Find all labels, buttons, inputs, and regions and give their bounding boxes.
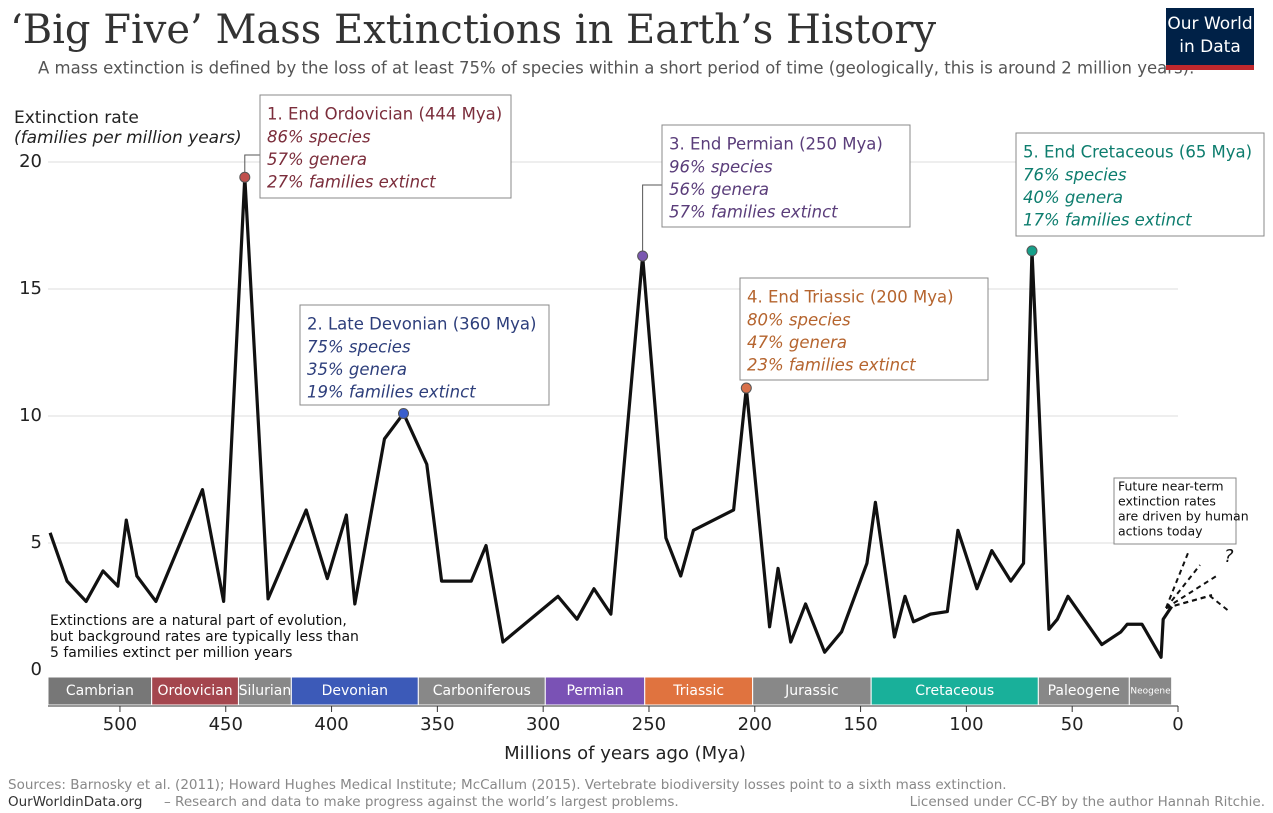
annotation-title: 5. End Cretaceous (65 Mya) [1023, 143, 1252, 162]
note-future: actions today [1118, 524, 1203, 539]
period-label: Neogene [1130, 687, 1171, 697]
annotation-title: 3. End Permian (250 Mya) [669, 135, 883, 154]
sources: Sources: Barnosky et al. (2011); Howard … [8, 777, 1007, 793]
annotation-line: 96% species [669, 158, 773, 177]
annotation-line: 76% species [1023, 166, 1127, 185]
logo-strip [1166, 65, 1254, 70]
y-tick-label: 15 [19, 278, 42, 299]
y-axis-label: Extinction rate [14, 108, 139, 128]
logo-box [1166, 8, 1254, 70]
x-tick-label: 100 [949, 714, 983, 735]
annotation-box [739, 277, 989, 381]
period-band [47, 676, 153, 706]
annotation-line: 86% species [267, 128, 371, 147]
period-label: Cretaceous [915, 683, 994, 699]
future-mark: ? [1224, 546, 1234, 567]
annotation-line: 17% families extinct [1023, 211, 1192, 230]
period-label: Devonian [322, 683, 388, 699]
annotation-line: 75% species [307, 338, 411, 357]
y-tick-label: 5 [31, 532, 42, 553]
annotation-line: 57% genera [267, 150, 367, 169]
period-label: Paleogene [1048, 683, 1120, 699]
annotation-line: 19% families extinct [307, 383, 476, 402]
x-tick-label: 200 [738, 714, 772, 735]
x-tick-label: 250 [632, 714, 666, 735]
chart-title: ‘Big Five’ Mass Extinctions in Earth’s H… [10, 7, 936, 53]
period-band [644, 676, 754, 706]
note-future-box [1113, 477, 1237, 545]
annotation-title: 1. End Ordovician (444 Mya) [267, 105, 502, 124]
annotation-title: 4. End Triassic (200 Mya) [747, 288, 954, 307]
period-label: Cambrian [66, 683, 134, 699]
period-label: Triassic [672, 683, 724, 699]
annotation-box [1015, 132, 1265, 237]
period-label: Silurian [239, 683, 292, 699]
note-future: Future near-term [1118, 479, 1224, 494]
note-background: Extinctions are a natural part of evolut… [50, 613, 347, 629]
note-future: are driven by human [1118, 509, 1249, 524]
x-tick-label: 150 [843, 714, 877, 735]
data-line [48, 175, 1173, 659]
annotation-line: 23% families extinct [747, 356, 916, 375]
footer-text: – Research and data to make progress aga… [164, 794, 679, 810]
leader-line [642, 184, 662, 256]
period-band [870, 676, 1039, 706]
annotation-title: 2. Late Devonian (360 Mya) [307, 315, 536, 334]
note-background: but background rates are typically less … [50, 629, 359, 645]
annotation-line: 47% genera [747, 333, 847, 352]
y-tick-label: 20 [19, 151, 42, 172]
x-tick-label: 450 [209, 714, 243, 735]
annotation-line: 27% families extinct [267, 173, 436, 192]
period-label: Carboniferous [433, 683, 531, 699]
note-background: 5 families extinct per million years [50, 645, 292, 661]
annotation-box [299, 304, 550, 406]
period-band [1128, 676, 1173, 706]
logo-text: Our World [1167, 14, 1252, 34]
period-label: Jurassic [784, 683, 839, 699]
x-tick-label: 500 [103, 714, 137, 735]
note-future: extinction rates [1118, 494, 1216, 509]
period-label: Permian [566, 683, 623, 699]
period-band [290, 676, 419, 706]
peak-dot [740, 382, 752, 394]
period-band [237, 676, 292, 706]
license: Licensed under CC-BY by the author Hanna… [910, 794, 1265, 810]
x-tick-label: 350 [420, 714, 454, 735]
annotation-line: 57% families extinct [669, 203, 838, 222]
annotation-line: 56% genera [669, 180, 769, 199]
annotation-line: 40% genera [1023, 188, 1123, 207]
x-tick-label: 50 [1061, 714, 1084, 735]
annotation-line: 35% genera [307, 360, 407, 379]
x-tick-label: 400 [314, 714, 348, 735]
leader-line [244, 154, 260, 178]
period-label: Ordovician [157, 683, 232, 699]
logo-text: in Data [1179, 37, 1241, 57]
y-tick-label: 10 [19, 405, 42, 426]
subtitle: A mass extinction is defined by the loss… [38, 59, 1194, 78]
period-band [417, 676, 546, 706]
x-axis-label: Millions of years ago (Mya) [504, 743, 746, 764]
annotation-line: 80% species [747, 311, 851, 330]
annotation-box [259, 94, 512, 199]
peak-dot [398, 407, 410, 419]
annotation-box [661, 124, 911, 228]
x-tick-label: 0 [1172, 714, 1183, 735]
peak-dot [637, 250, 649, 262]
y-tick-label: 0 [31, 659, 42, 680]
x-tick-label: 300 [526, 714, 560, 735]
period-band [151, 676, 239, 706]
y-axis-label: (families per million years) [14, 128, 242, 148]
future-dashes [1165, 552, 1231, 613]
peak-dot [239, 171, 251, 183]
period-band [1037, 676, 1130, 706]
peak-dot [1026, 245, 1038, 257]
period-band [752, 676, 872, 706]
footer-site: OurWorldinData.org [8, 794, 142, 810]
